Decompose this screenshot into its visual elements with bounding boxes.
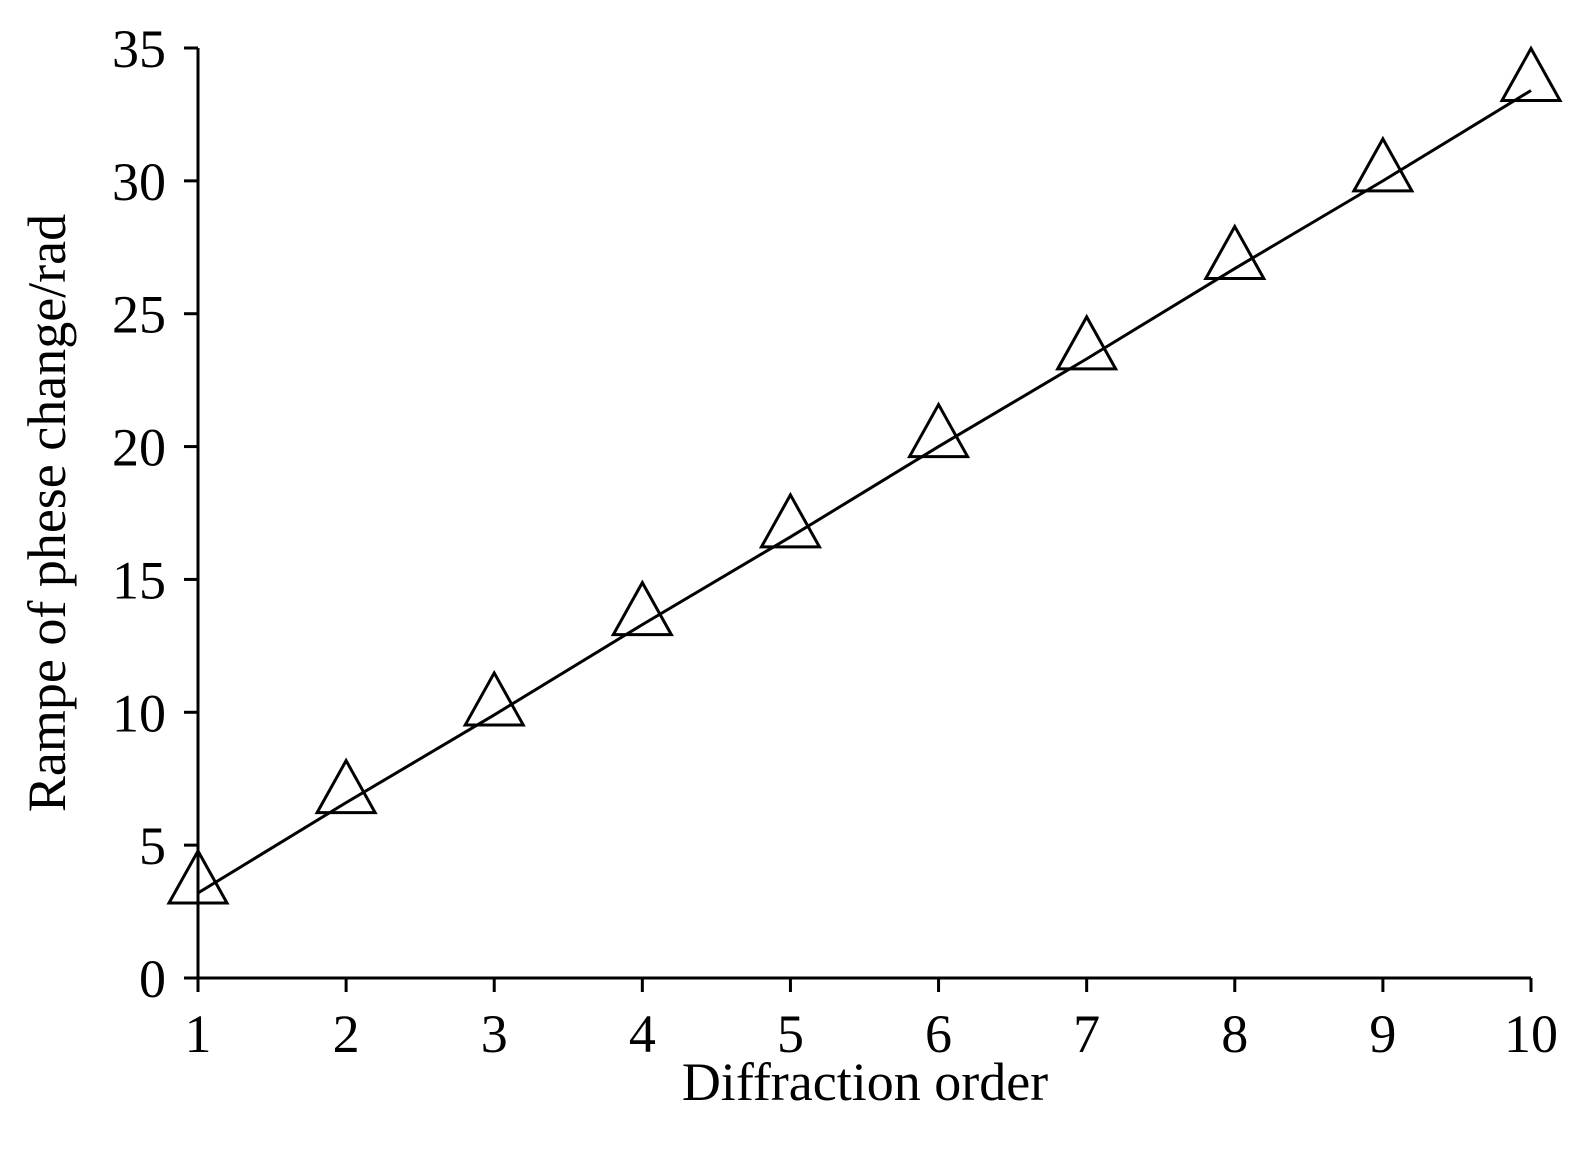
x-tick-label: 3	[481, 1004, 508, 1064]
y-tick-label: 0	[139, 949, 166, 1009]
y-tick-label: 15	[112, 550, 166, 610]
x-tick-label: 10	[1504, 1004, 1558, 1064]
x-tick-label: 2	[333, 1004, 360, 1064]
x-tick-label: 7	[1073, 1004, 1100, 1064]
x-axis-label: Diffraction order	[682, 1052, 1048, 1112]
y-axis-label: Rampe of phese change/rad	[17, 214, 77, 812]
x-tick-label: 4	[629, 1004, 656, 1064]
x-tick-label: 6	[925, 1004, 952, 1064]
x-tick-label: 9	[1369, 1004, 1396, 1064]
marker	[1351, 135, 1415, 193]
y-tick-label: 20	[112, 418, 166, 478]
marker	[907, 401, 971, 459]
marker	[1055, 313, 1119, 371]
marker	[1203, 223, 1267, 281]
y-tick-label: 5	[139, 816, 166, 876]
x-tick-label: 1	[185, 1004, 212, 1064]
marker	[610, 579, 674, 637]
marker	[166, 847, 230, 905]
marker	[758, 491, 822, 549]
y-tick-label: 10	[112, 683, 166, 743]
x-tick-label: 5	[777, 1004, 804, 1064]
y-tick-label: 35	[112, 19, 166, 79]
series-line	[197, 89, 1532, 895]
x-tick-label: 8	[1221, 1004, 1248, 1064]
marker	[1499, 45, 1563, 103]
marker	[314, 757, 378, 815]
marker	[462, 669, 526, 727]
y-tick-label: 30	[112, 152, 166, 212]
y-tick-label: 25	[112, 285, 166, 345]
